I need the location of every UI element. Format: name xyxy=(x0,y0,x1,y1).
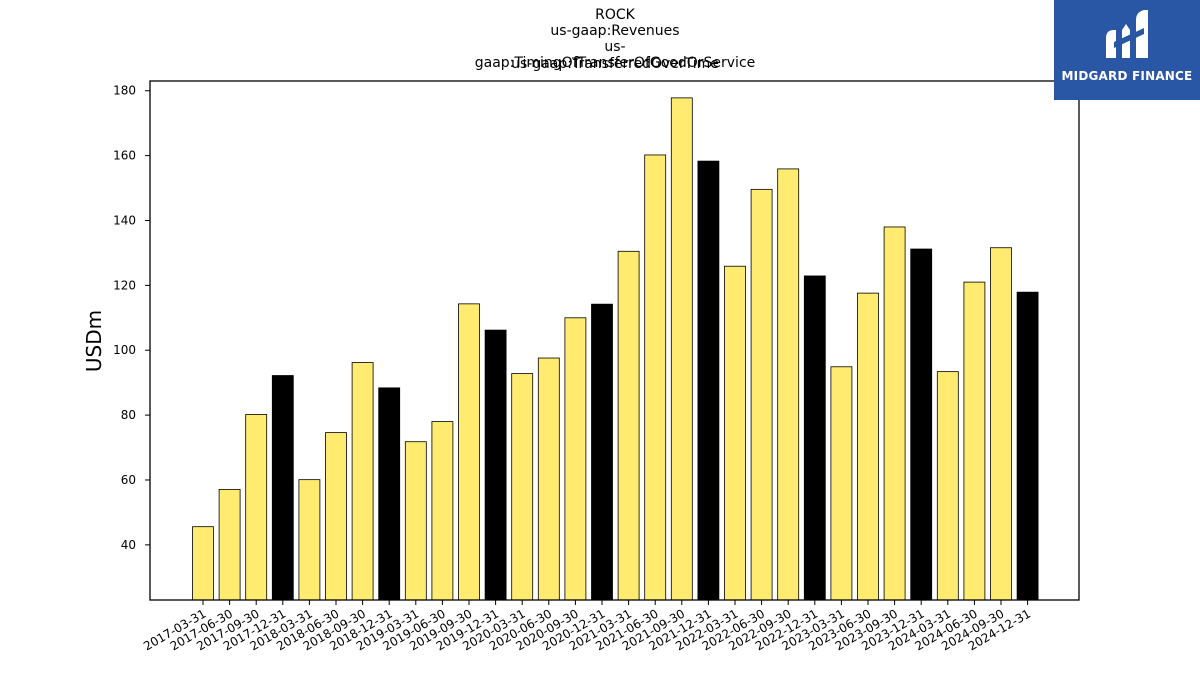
bar-2024-09-30 xyxy=(990,247,1012,601)
bar-2024-03-31 xyxy=(936,371,959,601)
bar-2020-03-31 xyxy=(511,373,534,601)
y-axis-ticks: 40 60 80 100 120 140 160 180 xyxy=(113,84,150,552)
bar-2022-03-31 xyxy=(724,265,746,601)
bar-2023-03-31 xyxy=(830,366,853,601)
bar-2019-12-31 xyxy=(484,329,507,601)
brand-logo: MIDGARD FINANCE xyxy=(1054,0,1200,100)
y-tick-label: 40 xyxy=(121,538,136,552)
bar-2018-09-30 xyxy=(351,362,374,601)
title-axis: us-gaap:TimingOfTransferOfGoodOrService xyxy=(474,39,756,71)
y-tick-label: 140 xyxy=(113,213,136,227)
bar-2023-06-30 xyxy=(857,292,879,601)
bar-2024-06-30 xyxy=(963,281,986,601)
logo-text: MIDGARD FINANCE xyxy=(1061,69,1193,83)
bar-2020-12-31 xyxy=(591,303,613,601)
bar-2018-12-31 xyxy=(378,387,401,601)
bar-2018-06-30 xyxy=(325,432,347,601)
bar-2017-09-30 xyxy=(245,414,268,601)
title-member: us-gaap:TransferredOverTime xyxy=(511,56,719,72)
bar-2019-09-30 xyxy=(458,303,480,601)
bar-2021-12-31 xyxy=(697,160,720,601)
bar-2022-12-31 xyxy=(803,275,826,601)
bar-2017-06-30 xyxy=(218,488,241,601)
bar-2022-06-30 xyxy=(750,188,773,601)
plot-frame xyxy=(149,80,1080,601)
bar-2017-12-31 xyxy=(271,375,294,601)
y-tick-label: 120 xyxy=(113,278,136,292)
title-ticker: ROCK xyxy=(595,7,635,23)
bar-2020-09-30 xyxy=(564,317,587,601)
bar-2024-12-31 xyxy=(1016,291,1039,601)
bars-group xyxy=(192,97,1039,601)
bar-2021-06-30 xyxy=(644,154,667,601)
bar-2021-09-30 xyxy=(670,97,693,601)
y-tick-label: 60 xyxy=(121,473,136,487)
title-concept: us-gaap:Revenues xyxy=(550,23,680,39)
y-tick-label: 100 xyxy=(113,343,136,357)
bar-2019-06-30 xyxy=(431,421,454,601)
bar-2018-03-31 xyxy=(298,479,321,601)
bar-2023-12-31 xyxy=(910,248,933,601)
y-tick-label: 180 xyxy=(113,84,136,98)
bar-2021-03-31 xyxy=(617,250,640,601)
bar-2020-06-30 xyxy=(537,357,560,601)
bar-2022-09-30 xyxy=(777,168,800,601)
y-tick-label: 80 xyxy=(121,408,136,422)
y-axis-label: USDm xyxy=(82,310,106,372)
x-axis-ticks: 2017-03-312017-06-302017-09-302017-12-31… xyxy=(141,600,1033,653)
y-tick-label: 160 xyxy=(113,149,136,163)
logo-mark-icon xyxy=(1106,10,1148,58)
bar-2019-03-31 xyxy=(404,441,427,601)
bar-2023-09-30 xyxy=(883,226,906,601)
bar-2017-03-31 xyxy=(192,526,214,601)
